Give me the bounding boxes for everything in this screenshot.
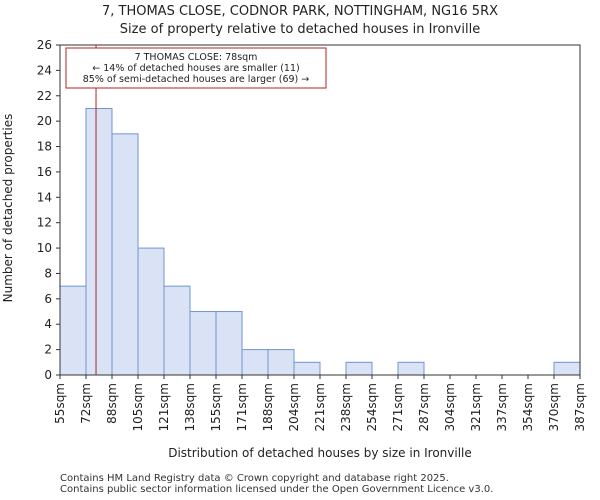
y-tick-label: 14 [37,190,52,204]
annotation-line-3: 85% of semi-detached houses are larger (… [83,74,310,85]
x-tick-label: 254sqm [365,383,379,431]
x-axis-label: Distribution of detached houses by size … [168,446,472,460]
x-tick-label: 171sqm [235,383,249,431]
annotation-box [65,47,327,89]
y-tick-label: 24 [37,63,52,77]
x-tick-label: 321sqm [469,383,483,431]
x-tick-label: 55sqm [53,383,67,424]
bar-121sqm [163,285,191,376]
bar-72sqm [85,107,113,376]
x-tick-label: 88sqm [105,383,119,424]
bar-370sqm [553,361,581,376]
y-tick-label: 4 [44,317,52,331]
bar-238sqm [345,361,373,376]
x-tick-label: 155sqm [209,383,223,431]
bar-271sqm [397,361,425,376]
x-tick-label: 287sqm [417,383,431,431]
x-tick-label: 72sqm [79,383,93,424]
y-tick-label: 12 [37,216,52,230]
y-tick-label: 18 [37,140,52,154]
annotation-line-2: ← 14% of detached houses are smaller (11… [92,63,299,74]
bar-55sqm [59,285,87,376]
y-tick-label: 8 [44,266,52,280]
bar-88sqm [111,133,139,376]
footer-copyright: Contains HM Land Registry data © Crown c… [60,473,449,484]
x-tick-label: 271sqm [391,383,405,431]
y-tick-label: 6 [44,292,52,306]
x-tick-label: 304sqm [443,383,457,431]
y-tick-label: 20 [37,114,52,128]
x-tick-label: 370sqm [547,383,561,431]
y-tick-label: 10 [37,241,52,255]
bar-155sqm [215,311,243,376]
x-tick-label: 337sqm [495,383,509,431]
bar-188sqm [267,349,295,376]
x-tick-label: 121sqm [157,383,171,431]
bar-171sqm [241,349,269,376]
x-tick-label: 221sqm [313,383,327,431]
chart-subtitle: Size of property relative to detached ho… [119,22,481,37]
x-tick-label: 138sqm [183,383,197,431]
y-tick-label: 22 [37,89,52,103]
x-tick-label: 105sqm [131,383,145,431]
y-tick-label: 0 [44,368,52,382]
footer-licence: Contains public sector information licen… [60,484,494,495]
y-tick-label: 26 [37,38,52,52]
x-tick-label: 188sqm [261,383,275,431]
x-tick-label: 387sqm [573,383,587,431]
y-tick-label: 16 [37,165,52,179]
bar-138sqm [189,311,217,376]
x-tick-label: 354sqm [521,383,535,431]
bar-204sqm [293,361,321,376]
chart-title: 7, THOMAS CLOSE, CODNOR PARK, NOTTINGHAM… [101,4,499,19]
x-tick-label: 204sqm [287,383,301,431]
bar-105sqm [137,247,165,376]
x-tick-label: 238sqm [339,383,353,431]
y-tick-label: 2 [44,343,52,357]
annotation-line-1: 7 THOMAS CLOSE: 78sqm [135,52,258,63]
